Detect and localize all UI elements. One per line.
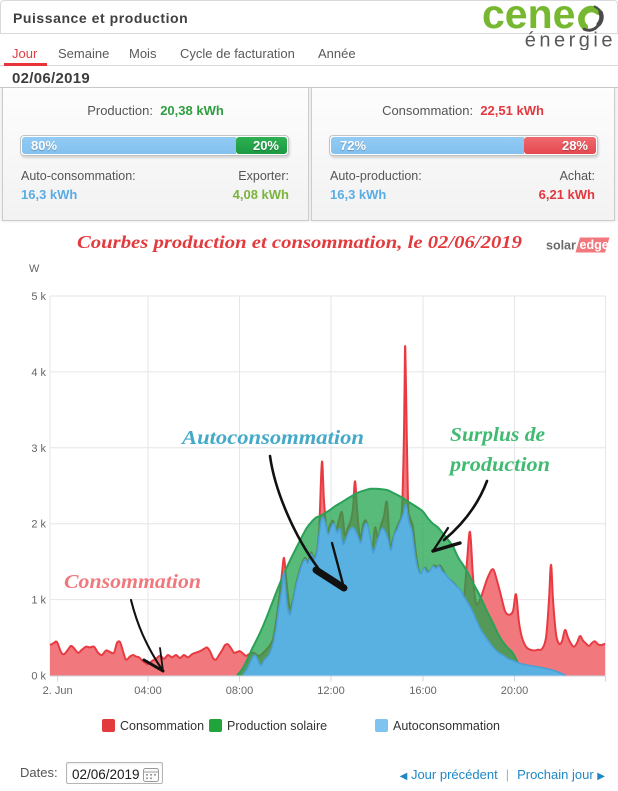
svg-text:5 k: 5 k — [31, 291, 46, 303]
svg-text:Surplus de: Surplus de — [450, 424, 545, 446]
svg-text:cene: cene — [482, 0, 575, 37]
svg-text:16:00: 16:00 — [409, 685, 437, 697]
svg-text:08:00: 08:00 — [226, 685, 254, 697]
svg-text:04:00: 04:00 — [134, 685, 162, 697]
svg-text:2 k: 2 k — [31, 519, 46, 531]
svg-text:1 k: 1 k — [31, 595, 46, 607]
svg-text:Courbes production et consomma: Courbes production et consommation, le 0… — [77, 232, 522, 252]
svg-text:0 k: 0 k — [31, 671, 46, 683]
svg-text:production: production — [448, 454, 550, 476]
svg-text:12:00: 12:00 — [317, 685, 345, 697]
svg-text:2. Jun: 2. Jun — [43, 685, 73, 697]
svg-text:énergie: énergie — [525, 30, 616, 51]
svg-text:4 k: 4 k — [31, 367, 46, 379]
svg-text:W: W — [29, 263, 40, 275]
svg-text:edge: edge — [580, 238, 609, 252]
svg-text:20:00: 20:00 — [501, 685, 529, 697]
svg-text:solar: solar — [546, 239, 576, 253]
svg-text:3 k: 3 k — [31, 443, 46, 455]
svg-text:Autoconsommation: Autoconsommation — [180, 427, 364, 449]
svg-text:Consommation: Consommation — [64, 571, 201, 593]
